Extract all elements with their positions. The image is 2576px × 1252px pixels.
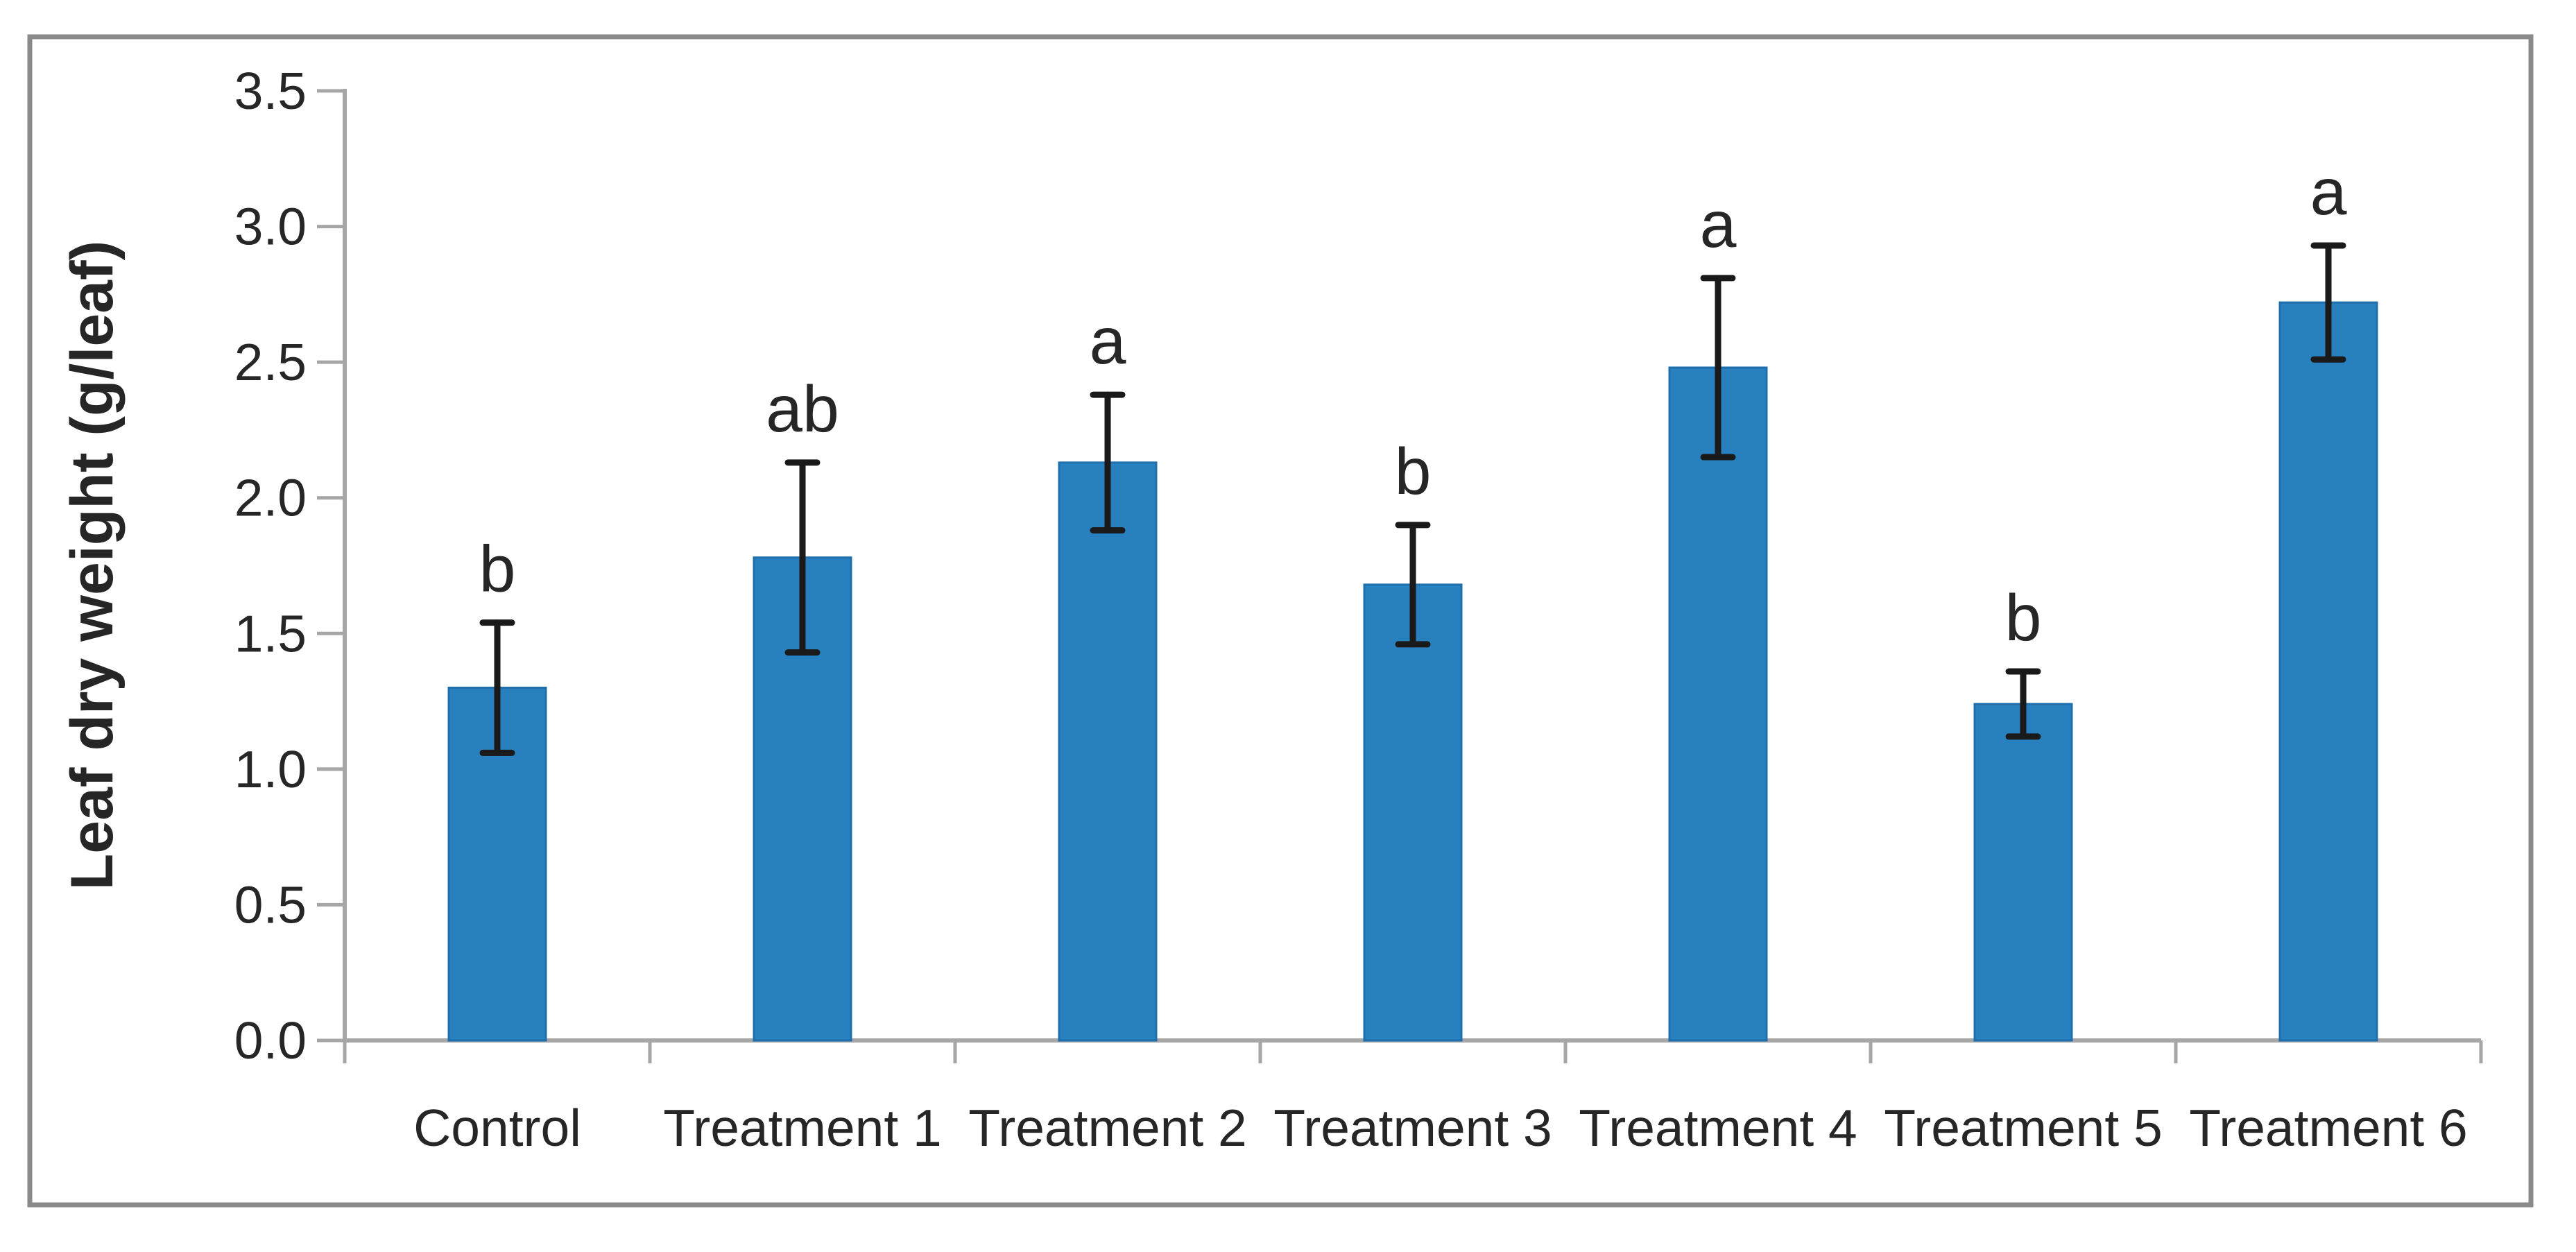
y-tick-label-3.0: 3.0 [234, 198, 307, 256]
y-tick-label-1.0: 1.0 [234, 740, 307, 798]
category-labels: Control Treatment 1 Treatment 2 Treatment 3… [413, 1099, 2468, 1157]
bar-treatment-6 [2278, 301, 2378, 1042]
x-category-label-treatment-4: Treatment 4 [1579, 1099, 1857, 1157]
x-category-label-control: Control [413, 1099, 581, 1157]
sig-letter-treatment-4: a [1700, 188, 1737, 261]
sig-letter-treatment-5: b [2005, 581, 2042, 655]
sig-letter-treatment-1: ab [766, 372, 839, 446]
y-tick-label-0.5: 0.5 [234, 875, 307, 934]
x-category-label-treatment-2: Treatment 2 [968, 1099, 1247, 1157]
y-axis-title: Leaf dry weight (g/leaf) [59, 241, 126, 891]
sig-letter-treatment-2: a [1090, 305, 1126, 378]
y-tick-label-0.0: 0.0 [234, 1011, 307, 1070]
bars-group [447, 301, 2378, 1042]
y-tick-label-2.0: 2.0 [234, 469, 307, 527]
y-tick-label-1.5: 1.5 [234, 604, 307, 662]
bar-treatment-4 [1668, 366, 1768, 1042]
sig-letter-treatment-3: b [1395, 435, 1432, 508]
x-category-label-treatment-1: Treatment 1 [663, 1099, 942, 1157]
y-tick-label-2.5: 2.5 [234, 333, 307, 391]
figure-border [27, 34, 2534, 1208]
bar-treatment-5 [1973, 703, 2073, 1042]
bar-treatment-2 [1058, 461, 1158, 1042]
sig-letter-control: b [479, 533, 516, 606]
bar-treatment-3 [1363, 583, 1463, 1042]
x-category-label-treatment-3: Treatment 3 [1273, 1099, 1552, 1157]
sig-letter-treatment-6: a [2310, 155, 2347, 229]
x-category-label-treatment-6: Treatment 6 [2189, 1099, 2468, 1157]
x-category-label-treatment-5: Treatment 5 [1884, 1099, 2163, 1157]
error-bars-group [479, 242, 2346, 756]
y-tick-label-3.5: 3.5 [234, 62, 307, 120]
x-axis-ticks [343, 1040, 2483, 1063]
y-axis-ticks: 0.0 0.5 1.0 1.5 2.0 2.5 3.0 3.5 [234, 62, 345, 1070]
